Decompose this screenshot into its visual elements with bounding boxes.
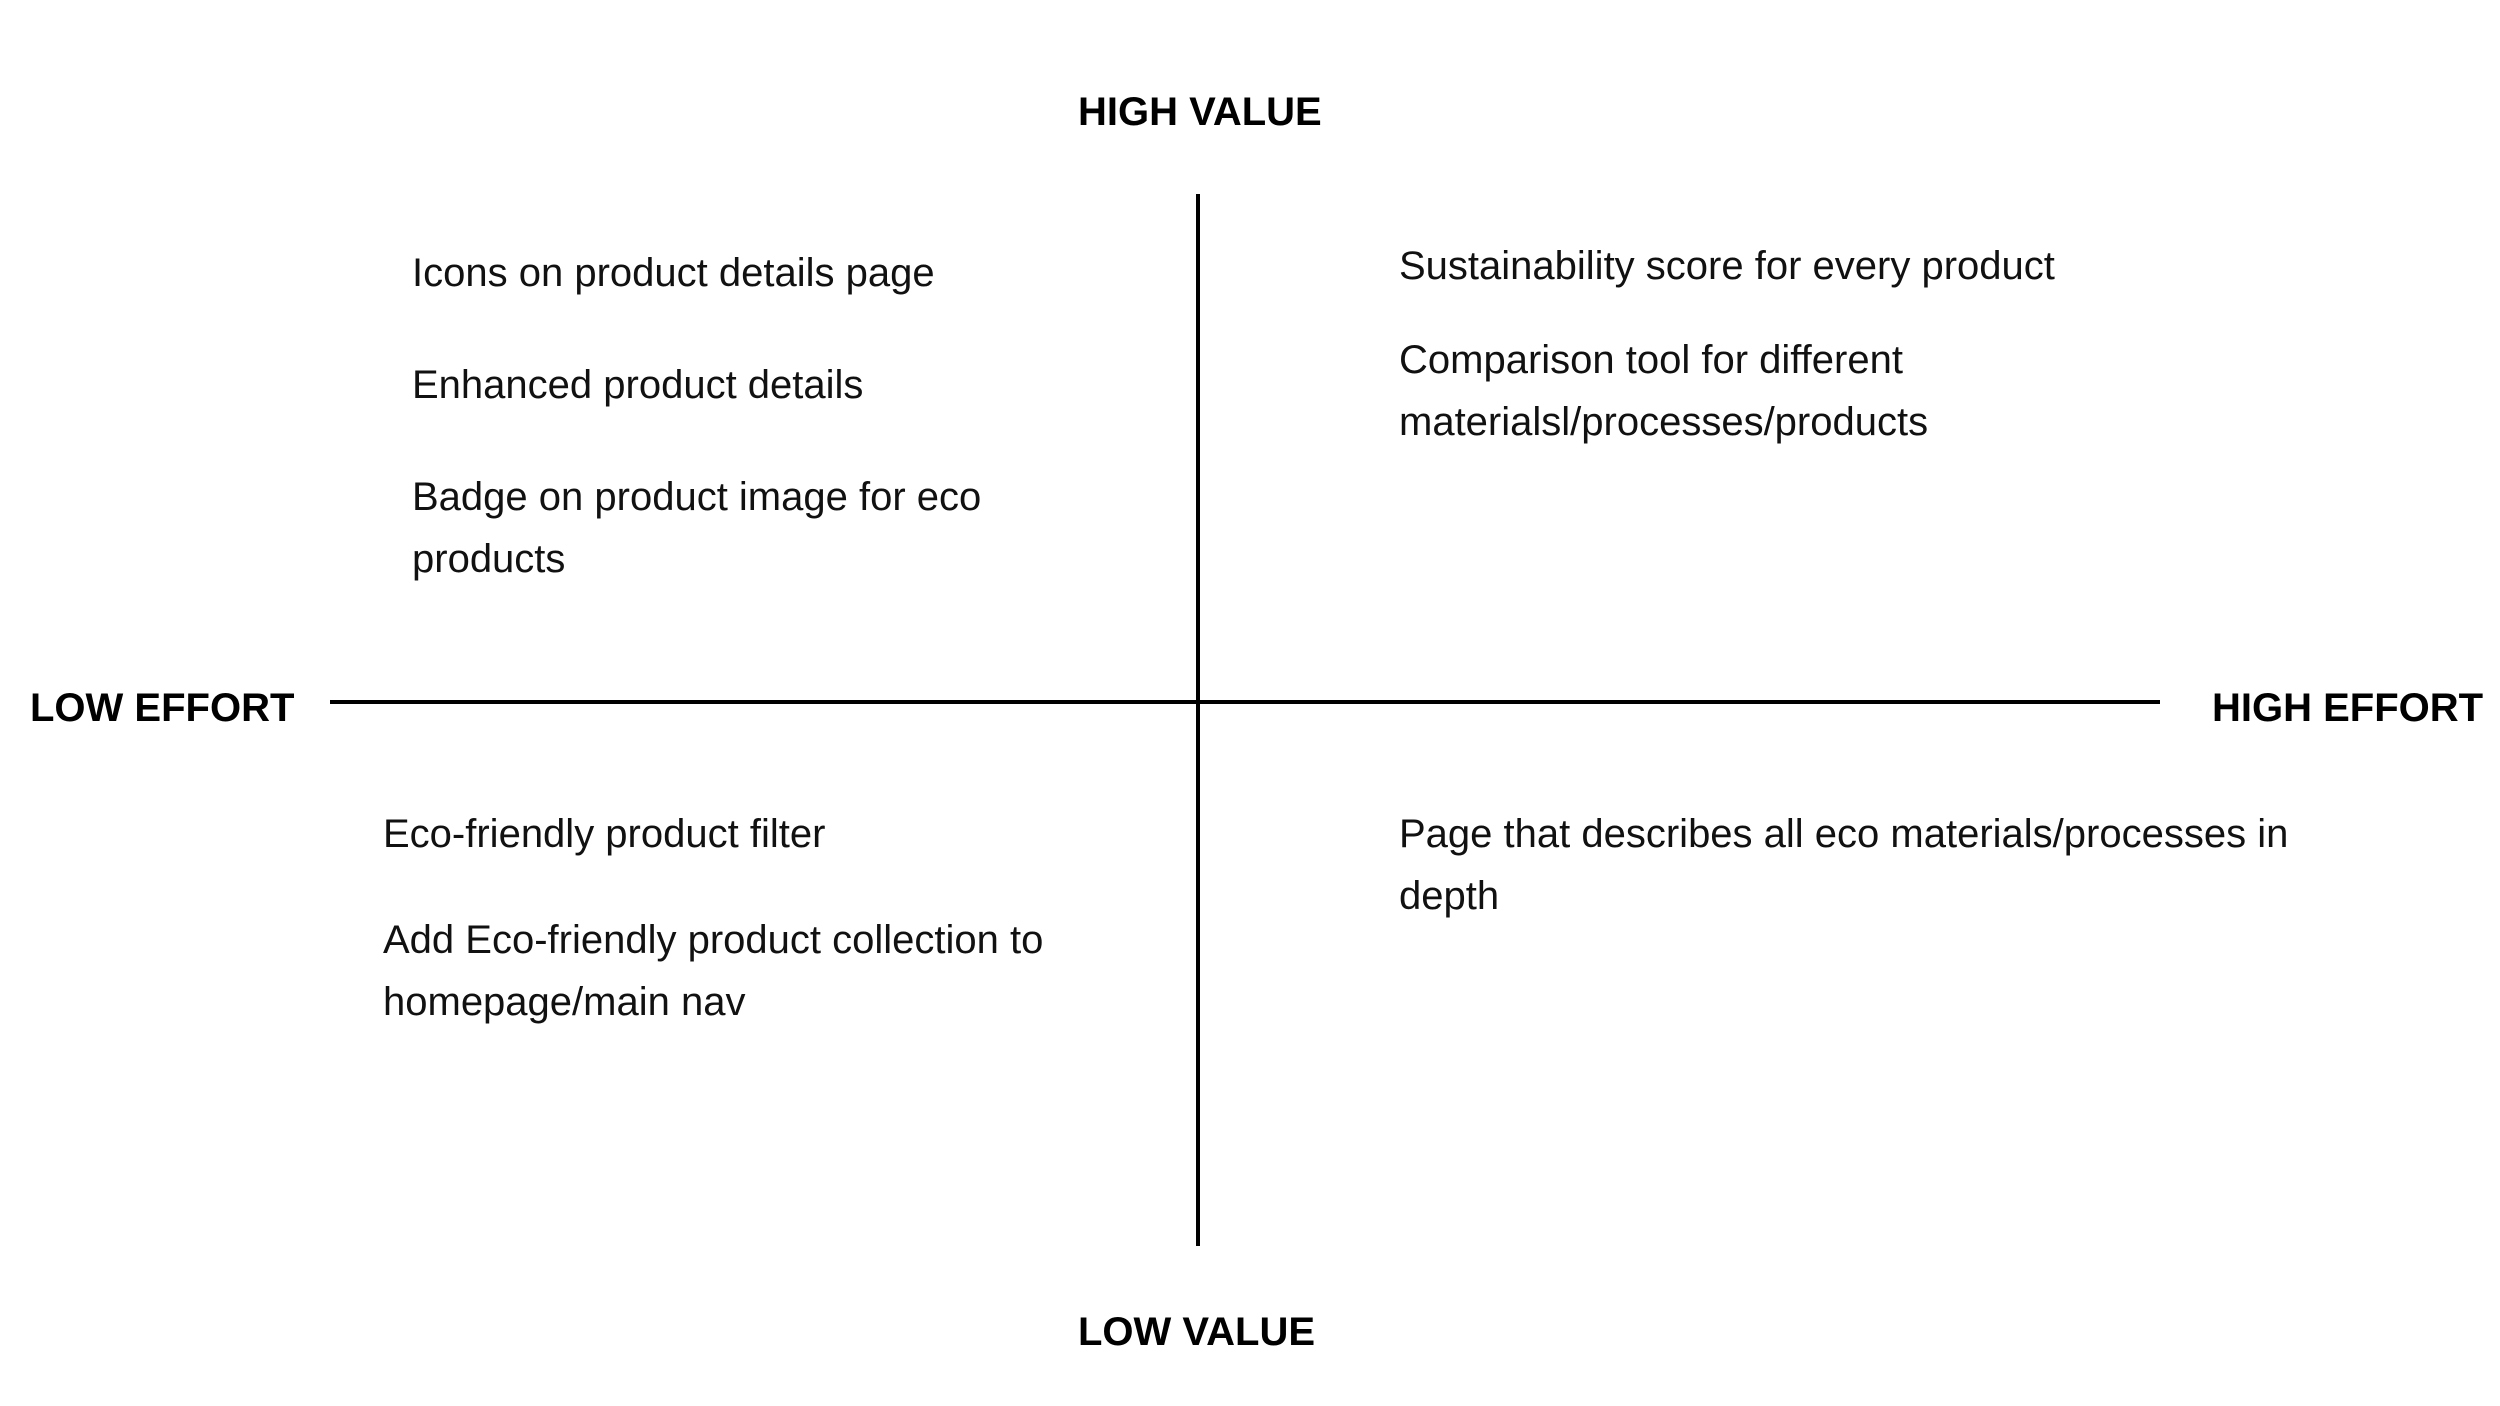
quadrant-item: Eco-friendly product filter: [383, 812, 826, 856]
axis-label-high-effort: HIGH EFFORT: [2212, 686, 2484, 730]
vertical-axis-line: [1196, 194, 1200, 1246]
quadrant-low-value-high-effort: Page that describes all eco materials/pr…: [1399, 803, 2399, 927]
axis-label-low-value: LOW VALUE: [1078, 1310, 1316, 1354]
quadrant-item: Page that describes all eco materials/pr…: [1399, 812, 2289, 918]
horizontal-axis-line: [330, 700, 2160, 704]
axis-label-high-value: HIGH VALUE: [1078, 90, 1322, 134]
quadrant-item: Enhanced product details: [412, 363, 864, 407]
quadrant-item: Sustainability score for every product: [1399, 244, 2055, 288]
quadrant-item: Icons on product details page: [412, 251, 935, 295]
quadrant-low-value-low-effort: Eco-friendly product filter Add Eco-frie…: [383, 803, 1083, 1033]
quadrant-high-value-low-effort: Icons on product details page Enhanced p…: [412, 242, 1072, 590]
quadrant-item: Badge on product image for eco products: [412, 475, 982, 581]
quadrant-item: Add Eco-friendly product collection to h…: [383, 918, 1044, 1024]
axis-label-low-effort: LOW EFFORT: [30, 686, 295, 730]
quadrant-item: Comparison tool for different materialsl…: [1399, 338, 1929, 444]
quadrant-high-value-high-effort: Sustainability score for every product C…: [1399, 235, 2119, 453]
